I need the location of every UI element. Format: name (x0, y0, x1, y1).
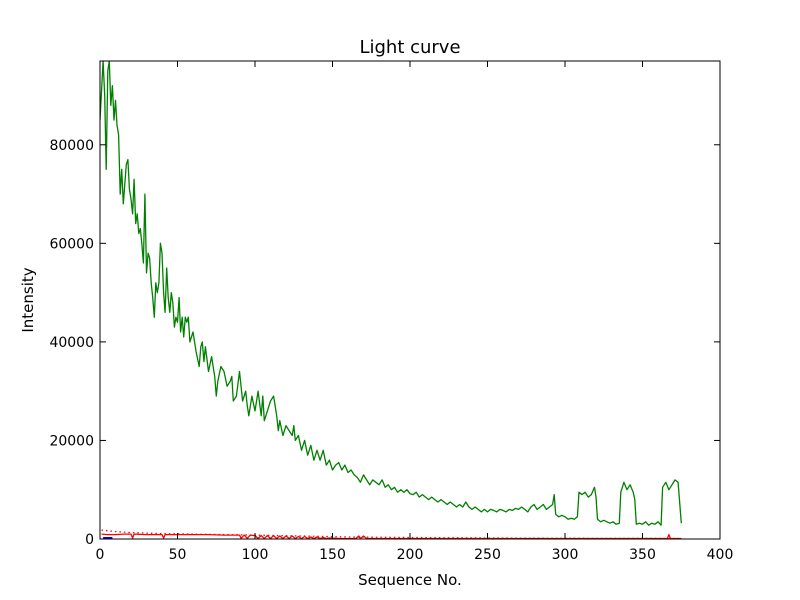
x-tick-label: 50 (169, 547, 187, 563)
x-tick-label: 200 (397, 547, 424, 563)
plot-area: 0 50 100 150 200 250 300 350 400 0 20000 40000 60000… (49, 60, 734, 563)
x-tick-label: 250 (474, 547, 501, 563)
series-line-1 (100, 61, 682, 526)
y-tick-label: 80000 (49, 138, 94, 154)
x-tick-label: 150 (319, 547, 346, 563)
y-tick-label: 0 (85, 532, 94, 548)
x-tick-label: 100 (242, 547, 269, 563)
x-tick-label: 400 (707, 547, 734, 563)
y-tick-label: 20000 (49, 433, 94, 449)
chart-title: Light curve (359, 37, 460, 58)
x-axis-label: Sequence No. (358, 571, 462, 589)
x-tick-label: 350 (629, 547, 656, 563)
x-tick-label: 300 (552, 547, 579, 563)
y-tick-label: 40000 (49, 335, 94, 351)
y-tick-label: 60000 (49, 236, 94, 252)
x-tick-label: 0 (96, 547, 105, 563)
y-axis-label: Intensity (19, 267, 37, 332)
